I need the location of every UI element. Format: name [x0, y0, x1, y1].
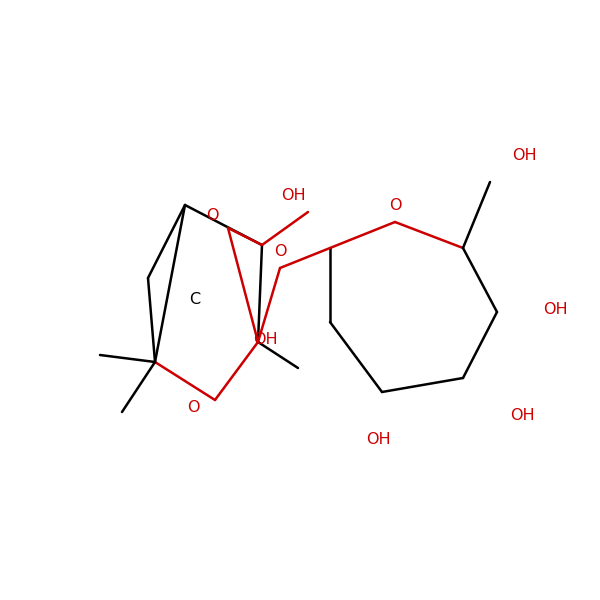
- Text: O: O: [187, 401, 199, 415]
- Text: OH: OH: [512, 148, 536, 163]
- Text: OH: OH: [253, 332, 278, 347]
- Text: O: O: [206, 208, 218, 223]
- Text: OH: OH: [510, 407, 535, 422]
- Text: C: C: [190, 292, 200, 307]
- Text: OH: OH: [365, 433, 391, 448]
- Text: OH: OH: [543, 302, 568, 317]
- Text: O: O: [389, 199, 401, 214]
- Text: OH: OH: [281, 188, 306, 203]
- Text: O: O: [274, 245, 286, 259]
